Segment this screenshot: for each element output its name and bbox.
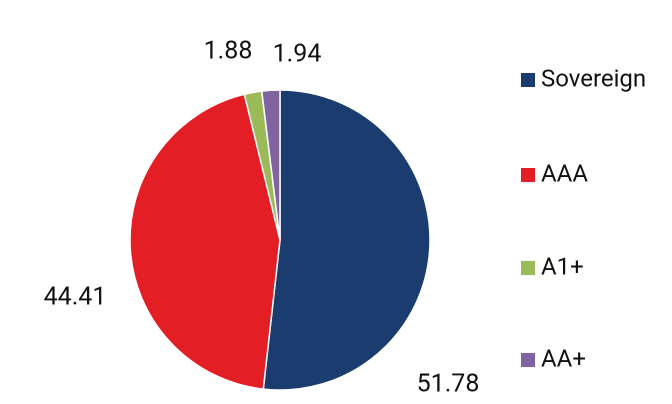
data-label: 1.94	[273, 40, 322, 69]
pie-slice	[260, 89, 281, 241]
pie-slice	[129, 93, 281, 390]
legend-swatch	[521, 261, 535, 275]
legend-label: AAA	[541, 159, 588, 187]
legend-label: A1+	[541, 252, 584, 280]
data-label: 1.88	[204, 37, 253, 66]
legend-label: AA+	[541, 344, 586, 372]
legend-swatch	[521, 168, 535, 182]
pie-slice	[262, 89, 431, 391]
legend-swatch	[521, 73, 535, 87]
data-label: 51.78	[417, 370, 480, 399]
legend-swatch	[521, 353, 535, 367]
data-label: 44.41	[44, 283, 107, 312]
legend-label: Sovereign	[541, 64, 646, 92]
